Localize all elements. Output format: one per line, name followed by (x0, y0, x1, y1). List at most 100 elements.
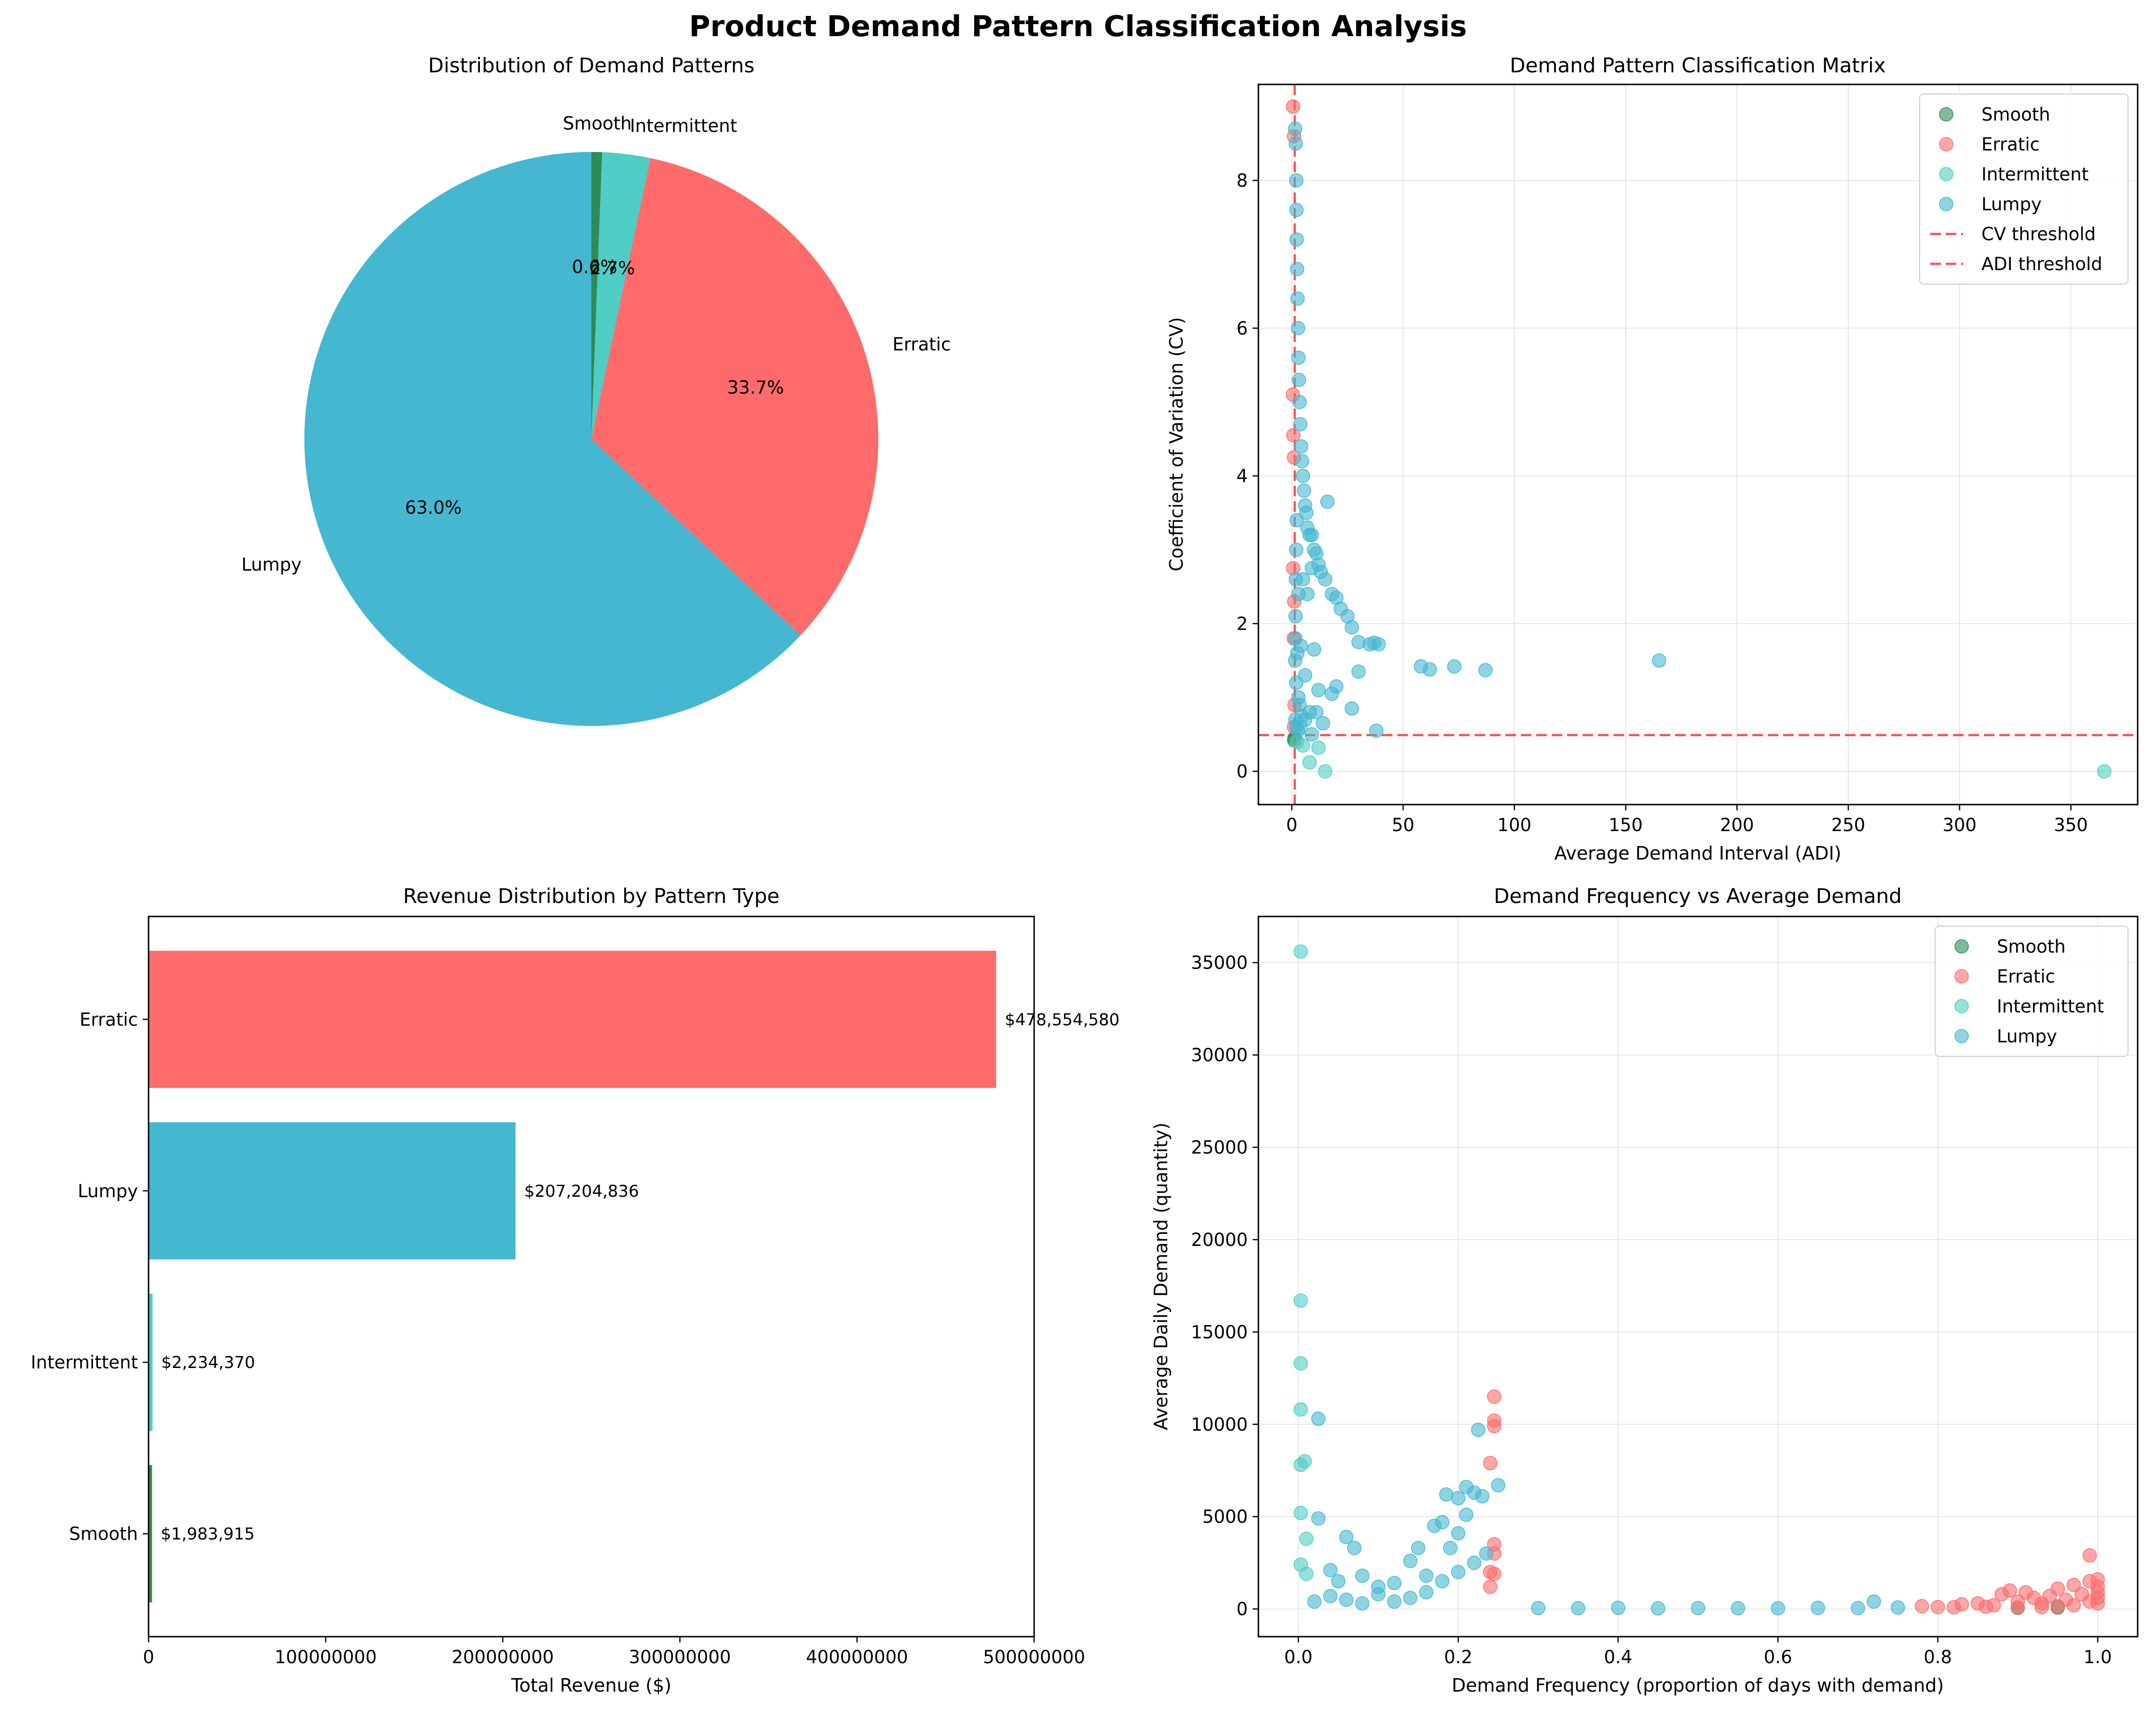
matrix-point-lumpy (1305, 727, 1319, 742)
matrix-ytick-label: 6 (1236, 318, 1248, 339)
freq-point-intermittent (1294, 1402, 1308, 1417)
freq-point-lumpy (1355, 1568, 1370, 1583)
freq-point-intermittent (1299, 1567, 1314, 1581)
freq-point-intermittent (1294, 1505, 1308, 1520)
revenue-bar-lumpy (149, 1122, 516, 1259)
matrix-legend-marker (1939, 137, 1953, 151)
revenue-xtick-label: 200000000 (451, 1647, 554, 1668)
pie-label-intermittent: Intermittent (630, 115, 737, 136)
freq-point-intermittent (1294, 1293, 1308, 1308)
revenue-bar-smooth (149, 1465, 152, 1602)
freq-point-lumpy (1419, 1585, 1433, 1600)
freq-point-lumpy (1311, 1411, 1326, 1426)
pie-chart-panel: Distribution of Demand Patterns Lumpy 63.… (241, 54, 951, 726)
freq-point-lumpy (1771, 1601, 1785, 1615)
freq-legend-label: Smooth (1997, 936, 2066, 957)
freq-legend-marker (1954, 939, 1969, 954)
matrix-legend-label: Smooth (1981, 104, 2050, 125)
freq-ytick-label: 30000 (1191, 1045, 1248, 1066)
freq-point-erratic (2010, 1600, 2025, 1615)
matrix-xtick-label: 300 (1942, 815, 1977, 835)
matrix-xtick-label: 200 (1720, 815, 1754, 835)
matrix-point-lumpy (1309, 705, 1324, 720)
revenue-value-intermittent: $2,234,370 (161, 1353, 255, 1372)
revenue-xtick-label: 500000000 (983, 1647, 1085, 1668)
matrix-point-lumpy (1345, 620, 1359, 635)
freq-point-lumpy (1475, 1489, 1489, 1504)
revenue-value-lumpy: $207,204,836 (524, 1182, 639, 1201)
freq-point-lumpy (1811, 1600, 1825, 1615)
freq-point-intermittent (1297, 1454, 1312, 1469)
freq-point-erratic (2066, 1578, 2081, 1592)
freq-point-lumpy (1419, 1568, 1433, 1583)
matrix-point-lumpy (1300, 587, 1315, 602)
matrix-xtick-label: 150 (1609, 815, 1643, 835)
freq-point-erratic (1487, 1389, 1501, 1404)
matrix-point-lumpy (1289, 513, 1304, 528)
matrix-point-lumpy (1288, 136, 1303, 151)
matrix-point-lumpy (1351, 664, 1366, 679)
freq-point-lumpy (1451, 1565, 1466, 1579)
freq-xtick-label: 0.0 (1284, 1647, 1312, 1668)
pie-slice-erratic (591, 158, 879, 636)
classification-matrix-points (1285, 99, 2112, 779)
matrix-point-lumpy (1311, 683, 1326, 697)
matrix-point-lumpy (1320, 494, 1335, 509)
pie-label-erratic: Erratic (892, 334, 951, 355)
matrix-point-lumpy (1447, 659, 1461, 674)
matrix-point-lumpy (1289, 675, 1304, 690)
freq-point-lumpy (1387, 1594, 1402, 1609)
freq-point-erratic (2082, 1548, 2097, 1563)
classification-matrix-title: Demand Pattern Classification Matrix (1510, 54, 1885, 77)
matrix-point-intermittent (2097, 764, 2112, 779)
freq-point-erratic (1914, 1599, 1929, 1613)
freq-legend-box (1935, 926, 2129, 1057)
freq-point-lumpy (1691, 1600, 1706, 1615)
freq-point-lumpy (1851, 1601, 1865, 1615)
matrix-legend-label: CV threshold (1981, 224, 2096, 245)
freq-point-lumpy (1371, 1587, 1386, 1601)
freq-point-lumpy (1479, 1546, 1494, 1561)
matrix-point-lumpy (1292, 372, 1306, 387)
revenue-bar-frame (148, 916, 1035, 1638)
freq-xtick-label: 0.6 (1764, 1647, 1792, 1668)
matrix-xtick-label: 100 (1497, 815, 1531, 835)
freq-point-lumpy (1331, 1574, 1346, 1588)
freq-point-lumpy (1311, 1511, 1326, 1526)
classification-matrix-ticks: 0 50 100 150 200 250 300 350 0 2 4 6 8 (1236, 170, 2088, 835)
frequency-demand-legend: Smooth Erratic Intermittent Lumpy (1935, 926, 2129, 1057)
revenue-xtick-label: 100000000 (274, 1647, 377, 1668)
revenue-bar-intermittent (149, 1294, 153, 1431)
freq-point-erratic (1947, 1600, 1961, 1614)
freq-point-erratic (2034, 1600, 2049, 1614)
freq-point-lumpy (1339, 1530, 1354, 1545)
matrix-legend-label: Intermittent (1981, 164, 2088, 185)
matrix-point-lumpy (1289, 542, 1304, 557)
matrix-point-lumpy (1291, 724, 1305, 738)
matrix-legend-box (1919, 94, 2129, 285)
matrix-point-erratic (1286, 99, 1300, 114)
freq-ytick-label: 35000 (1191, 953, 1248, 973)
freq-ytick-label: 5000 (1202, 1506, 1248, 1527)
freq-point-lumpy (1451, 1526, 1466, 1541)
matrix-point-lumpy (1299, 506, 1313, 520)
freq-point-erratic (1979, 1600, 1993, 1614)
pie-slices (304, 152, 879, 726)
frequency-demand-frame (1257, 916, 2139, 1638)
matrix-point-lumpy (1371, 637, 1386, 652)
revenue-bar-title: Revenue Distribution by Pattern Type (403, 884, 779, 908)
pie-label-lumpy: Lumpy (241, 554, 301, 575)
matrix-point-lumpy (1290, 291, 1305, 306)
revenue-bars: $478,554,580 $207,204,836 $2,234,370 $1,983… (149, 951, 1119, 1602)
freq-point-lumpy (1443, 1541, 1458, 1555)
frequency-demand-points (1294, 944, 2105, 1616)
matrix-point-lumpy (1288, 572, 1303, 587)
revenue-xtick-label: 0 (143, 1647, 154, 1668)
matrix-legend-label: Lumpy (1981, 194, 2042, 215)
freq-point-lumpy (1435, 1574, 1449, 1588)
matrix-legend-marker (1939, 107, 1953, 122)
matrix-point-lumpy (1318, 572, 1333, 587)
matrix-point-lumpy (1651, 653, 1666, 668)
freq-point-lumpy (1891, 1600, 1905, 1615)
frequency-demand-ylabel: Average Daily Demand (quantity) (1150, 1122, 1172, 1430)
